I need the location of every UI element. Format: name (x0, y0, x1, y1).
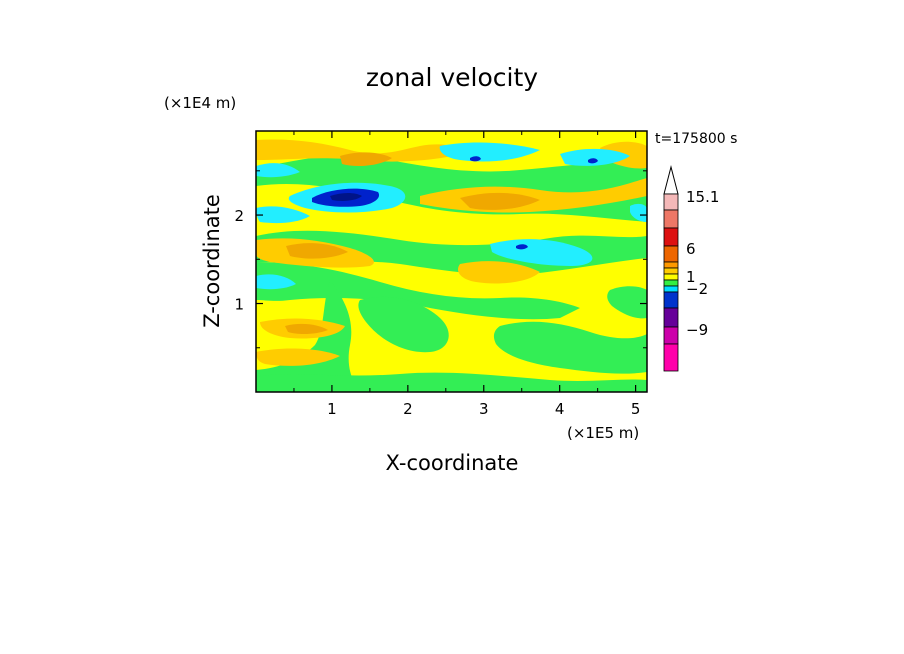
colorbar-label: −9 (686, 321, 708, 339)
y-tick-label: 2 (234, 207, 244, 225)
contour-warm-band (256, 139, 470, 162)
x-axis-ticks: 1 2 3 4 5 (293, 131, 641, 418)
contour-orange-core (286, 243, 348, 259)
contour-green-band (358, 296, 449, 353)
colorbar-swatch (663, 326, 679, 345)
colorbar-label: 1 (686, 268, 696, 286)
contour-green-band (256, 372, 647, 392)
colorbar-swatch (663, 267, 679, 275)
time-label: t=175800 s (655, 131, 737, 147)
contour-warm-band (457, 261, 540, 284)
x-tick-label: 4 (555, 400, 565, 418)
plot-frame (255, 130, 648, 393)
x-scale-label: (×1E5 m) (567, 424, 639, 442)
contour-blue-core (588, 158, 598, 164)
contour-cyan-band (560, 148, 630, 166)
contour-cyan-band (439, 142, 540, 162)
colorbar-swatch (663, 227, 679, 247)
contour-green-band (256, 280, 360, 392)
contour-field (256, 131, 647, 392)
chart-title: zonal velocity (366, 63, 538, 92)
contour-green-band (256, 262, 580, 320)
contour-cyan-band (490, 239, 593, 266)
colorbar-label: −2 (686, 280, 708, 298)
colorbar-swatch (663, 307, 679, 328)
contour-orange-core (460, 192, 540, 210)
colorbar-swatch (663, 343, 679, 372)
colorbar-swatch (663, 279, 679, 287)
contour-dark-blue-core (330, 193, 362, 201)
x-tick-label: 3 (479, 400, 489, 418)
contour-blue-core (470, 156, 481, 162)
y-axis-ticks: 12 (234, 170, 647, 349)
contour-warm-band (256, 348, 340, 366)
x-tick-label: 2 (403, 400, 413, 418)
colorbar-arrow (663, 165, 679, 195)
contour-green-band (493, 321, 647, 374)
contour-orange-core (340, 152, 392, 166)
y-axis-label: Z-coordinate (200, 194, 224, 328)
colorbar-swatch (663, 285, 679, 293)
colorbar-label: 6 (686, 240, 696, 258)
contour-blue-core (516, 244, 528, 250)
contour-cyan-band (256, 206, 310, 224)
contour-green-band (607, 286, 647, 319)
y-tick-label: 1 (234, 296, 244, 314)
contour-orange-core (285, 323, 328, 335)
x-tick-label: 1 (327, 400, 337, 418)
x-axis-label: X-coordinate (386, 451, 519, 475)
colorbar-swatch (663, 245, 679, 263)
colorbar-swatch (663, 261, 679, 269)
contour-cyan-band (256, 163, 300, 178)
colorbar-swatch (663, 193, 679, 211)
colorbar-label: 15.1 (686, 188, 719, 206)
colorbar-swatch (663, 209, 679, 229)
colorbar: 15.1 6 1−2 −9 (663, 165, 719, 372)
contour-cyan-band (256, 274, 296, 290)
colorbar-swatch (663, 273, 679, 281)
x-tick-label: 5 (631, 400, 641, 418)
contour-cyan-band (630, 203, 647, 222)
colorbar-swatch (663, 291, 679, 309)
y-scale-label: (×1E4 m) (164, 94, 236, 112)
